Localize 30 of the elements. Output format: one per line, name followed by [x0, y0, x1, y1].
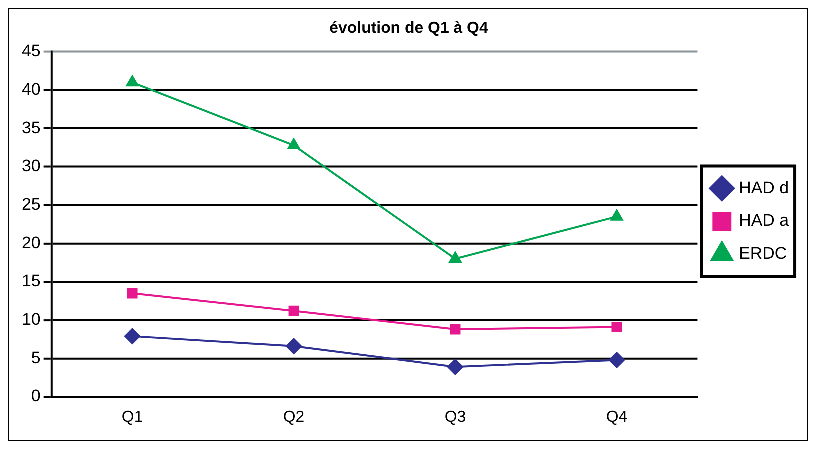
point	[608, 352, 625, 368]
point	[286, 338, 302, 354]
y-tick-label: 5	[31, 348, 41, 368]
legend-label: ERDC	[739, 244, 788, 264]
x-tick-label: Q2	[283, 408, 305, 426]
y-tick-label: 10	[22, 310, 41, 329]
x-tick-label: Q4	[606, 408, 628, 426]
y-tick-label: 40	[22, 80, 41, 99]
y-tick-label: 15	[22, 272, 41, 291]
point	[288, 138, 300, 150]
y-tick-label: 30	[22, 156, 41, 176]
point	[288, 306, 300, 316]
y-tick-label: 25	[22, 195, 41, 214]
y-tick-label: 35	[22, 118, 41, 138]
legend-label: HAD a	[739, 211, 790, 230]
y-tick-label: 45	[22, 42, 41, 61]
y-tick-label: 0	[31, 386, 41, 406]
point	[448, 359, 464, 376]
point	[124, 328, 141, 344]
point	[612, 322, 622, 332]
legend-label: HAD d	[739, 178, 789, 198]
point	[450, 324, 461, 335]
point	[127, 288, 138, 299]
y-tick-label: 20	[22, 233, 41, 252]
x-tick-label: Q1	[122, 408, 144, 426]
x-tick-label: Q3	[444, 408, 466, 426]
point	[126, 76, 139, 87]
chart-title: évolution de Q1 à Q4	[330, 20, 488, 37]
point	[449, 252, 462, 263]
point	[610, 210, 624, 221]
